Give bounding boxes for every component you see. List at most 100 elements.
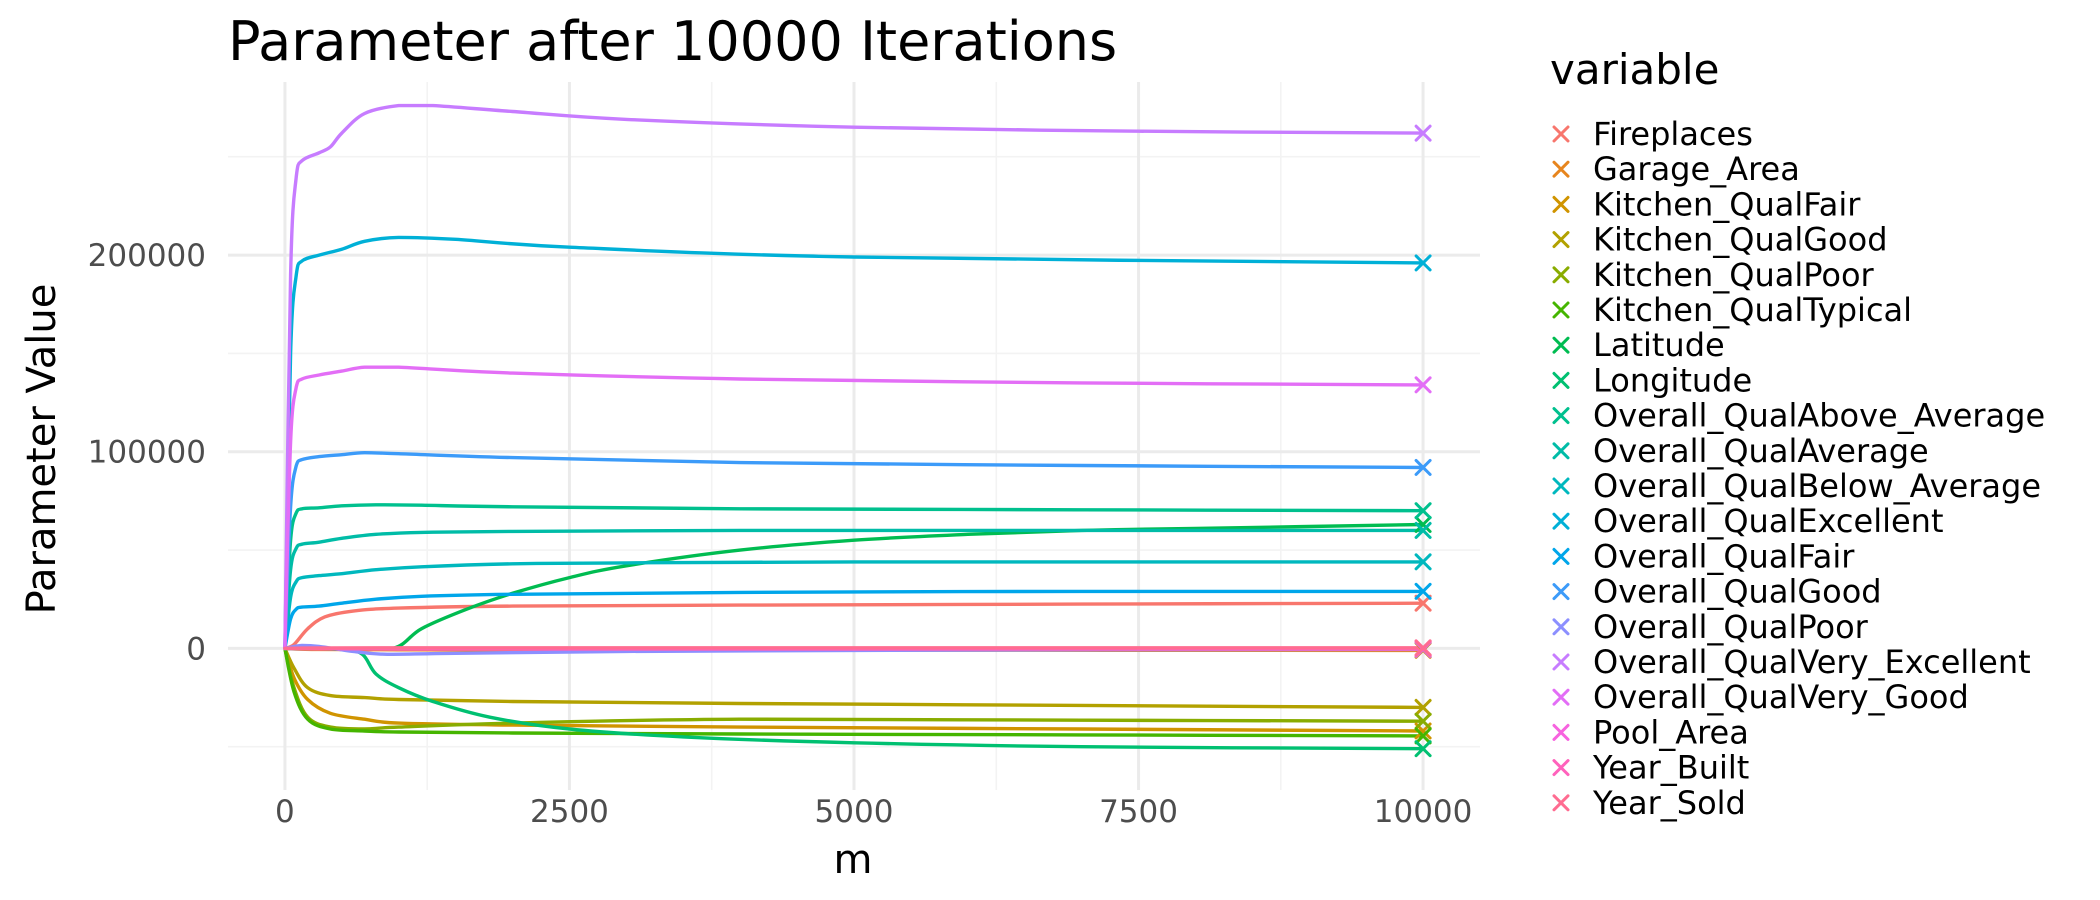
legend-item: Garage_Area — [1552, 150, 1800, 188]
legend-key-icon — [1552, 618, 1570, 636]
legend-item: Kitchen_QualGood — [1552, 221, 1888, 259]
series-end-marker — [1414, 698, 1432, 716]
legend-item: Overall_QualVery_Excellent — [1552, 643, 2031, 681]
series-end-marker — [1414, 516, 1432, 533]
legend-key-icon — [1552, 477, 1570, 495]
x-tick-label: 7500 — [1099, 794, 1178, 830]
series-line-overall-qualbelow-average — [283, 560, 1425, 651]
legend-key-icon — [1552, 759, 1570, 777]
series-line-overall-qualfair — [283, 589, 1425, 651]
series-end-marker — [1414, 502, 1432, 520]
legend-item: Pool_Area — [1552, 713, 1749, 751]
series-line-kitchen-qualfair — [283, 646, 1425, 733]
legend-key-icon — [1552, 336, 1570, 354]
legend-label: Overall_QualVery_Excellent — [1593, 643, 2031, 681]
series-end-marker — [1414, 254, 1432, 272]
legend-label: Fireplaces — [1593, 115, 1753, 153]
legend-item: Longitude — [1552, 361, 1752, 399]
plot-series — [283, 103, 1425, 751]
series-end-marker — [1414, 594, 1432, 612]
x-axis-title: m — [834, 837, 873, 883]
series-end-marker — [1414, 521, 1432, 539]
legend: FireplacesGarage_AreaKitchen_QualFairKit… — [1552, 115, 2045, 822]
legend-key-icon — [1552, 547, 1570, 565]
series-end-marker — [1414, 639, 1432, 657]
x-tick-label: 0 — [275, 794, 295, 830]
y-axis-ticks: 0 100000 200000 — [88, 238, 206, 667]
legend-item: Overall_QualAverage — [1552, 432, 1929, 470]
legend-item: Fireplaces — [1552, 115, 1753, 153]
legend-key-icon — [1552, 442, 1570, 460]
series-line-overall-qualaverage — [283, 528, 1425, 651]
legend-key-icon — [1552, 407, 1570, 425]
legend-item: Overall_QualExcellent — [1552, 502, 1944, 540]
series-line-overall-qualexcellent — [283, 235, 1425, 651]
legend-key-icon — [1552, 160, 1570, 178]
legend-title: variable — [1550, 45, 1719, 94]
legend-key-icon — [1552, 512, 1570, 530]
series-end-marker — [1414, 727, 1432, 745]
x-axis-ticks: 0 2500 5000 7500 10000 — [275, 794, 1472, 830]
series-end-marker — [1414, 553, 1432, 571]
legend-item: Overall_QualFair — [1552, 537, 1855, 575]
legend-label: Overall_QualVery_Good — [1593, 678, 1969, 716]
series-line-overall-qualgood — [283, 451, 1425, 651]
legend-label: Overall_QualAverage — [1593, 432, 1929, 470]
legend-item: Overall_QualGood — [1552, 573, 1882, 611]
legend-item: Year_Built — [1552, 749, 1749, 787]
legend-item: Overall_QualAbove_Average — [1552, 397, 2045, 435]
legend-label: Overall_QualGood — [1593, 573, 1882, 611]
x-tick-label: 10000 — [1374, 794, 1473, 830]
legend-label: Garage_Area — [1593, 150, 1800, 188]
legend-key-icon — [1552, 723, 1570, 741]
legend-label: Overall_QualPoor — [1593, 608, 1869, 646]
series-line-overall-qualvery-excellent — [283, 103, 1425, 651]
legend-item: Kitchen_QualPoor — [1552, 256, 1875, 294]
legend-key-icon — [1552, 794, 1570, 812]
legend-item: Latitude — [1552, 326, 1725, 364]
x-tick-label: 5000 — [815, 794, 894, 830]
legend-key-icon — [1552, 125, 1570, 143]
legend-key-icon — [1552, 266, 1570, 284]
plot-grid — [228, 82, 1480, 790]
series-line-kitchen-qualtypical — [283, 646, 1425, 738]
x-tick-label: 2500 — [530, 794, 609, 830]
legend-key-icon — [1552, 688, 1570, 706]
legend-label: Kitchen_QualTypical — [1593, 291, 1912, 329]
legend-key-icon — [1552, 301, 1570, 319]
legend-label: Kitchen_QualPoor — [1593, 256, 1875, 294]
legend-label: Kitchen_QualFair — [1593, 185, 1861, 223]
series-line-overall-qualvery-good — [283, 365, 1425, 651]
legend-key-icon — [1552, 653, 1570, 671]
legend-label: Year_Built — [1592, 749, 1749, 787]
series-line-overall-qualabove-average — [283, 503, 1425, 651]
legend-key-icon — [1552, 583, 1570, 601]
legend-key-icon — [1552, 371, 1570, 389]
legend-item: Kitchen_QualTypical — [1552, 291, 1912, 329]
legend-label: Pool_Area — [1593, 713, 1749, 751]
series-line-kitchen-qualgood — [283, 646, 1425, 710]
series-line-year-sold — [283, 646, 1425, 651]
legend-label: Longitude — [1593, 361, 1752, 399]
y-axis-title: Parameter Value — [19, 284, 65, 615]
legend-key-icon — [1552, 231, 1570, 249]
legend-item: Overall_QualVery_Good — [1552, 678, 1969, 716]
series-end-marker — [1414, 124, 1432, 142]
legend-item: Overall_QualPoor — [1552, 608, 1869, 646]
legend-label: Overall_QualFair — [1593, 537, 1855, 575]
y-tick-label: 200000 — [88, 238, 206, 274]
y-tick-label: 100000 — [88, 435, 206, 471]
legend-label: Year_Sold — [1592, 784, 1746, 822]
legend-label: Overall_QualExcellent — [1593, 502, 1944, 540]
series-end-marker — [1414, 458, 1432, 476]
legend-item: Kitchen_QualFair — [1552, 185, 1861, 223]
series-end-marker — [1414, 376, 1432, 394]
series-line-longitude — [283, 646, 1425, 751]
legend-label: Latitude — [1593, 326, 1725, 364]
chart-title: Parameter after 10000 Iterations — [228, 10, 1117, 73]
y-tick-label: 0 — [186, 631, 206, 667]
legend-label: Kitchen_QualGood — [1593, 221, 1888, 259]
legend-label: Overall_QualAbove_Average — [1593, 397, 2045, 435]
series-end-markers — [1414, 124, 1432, 758]
